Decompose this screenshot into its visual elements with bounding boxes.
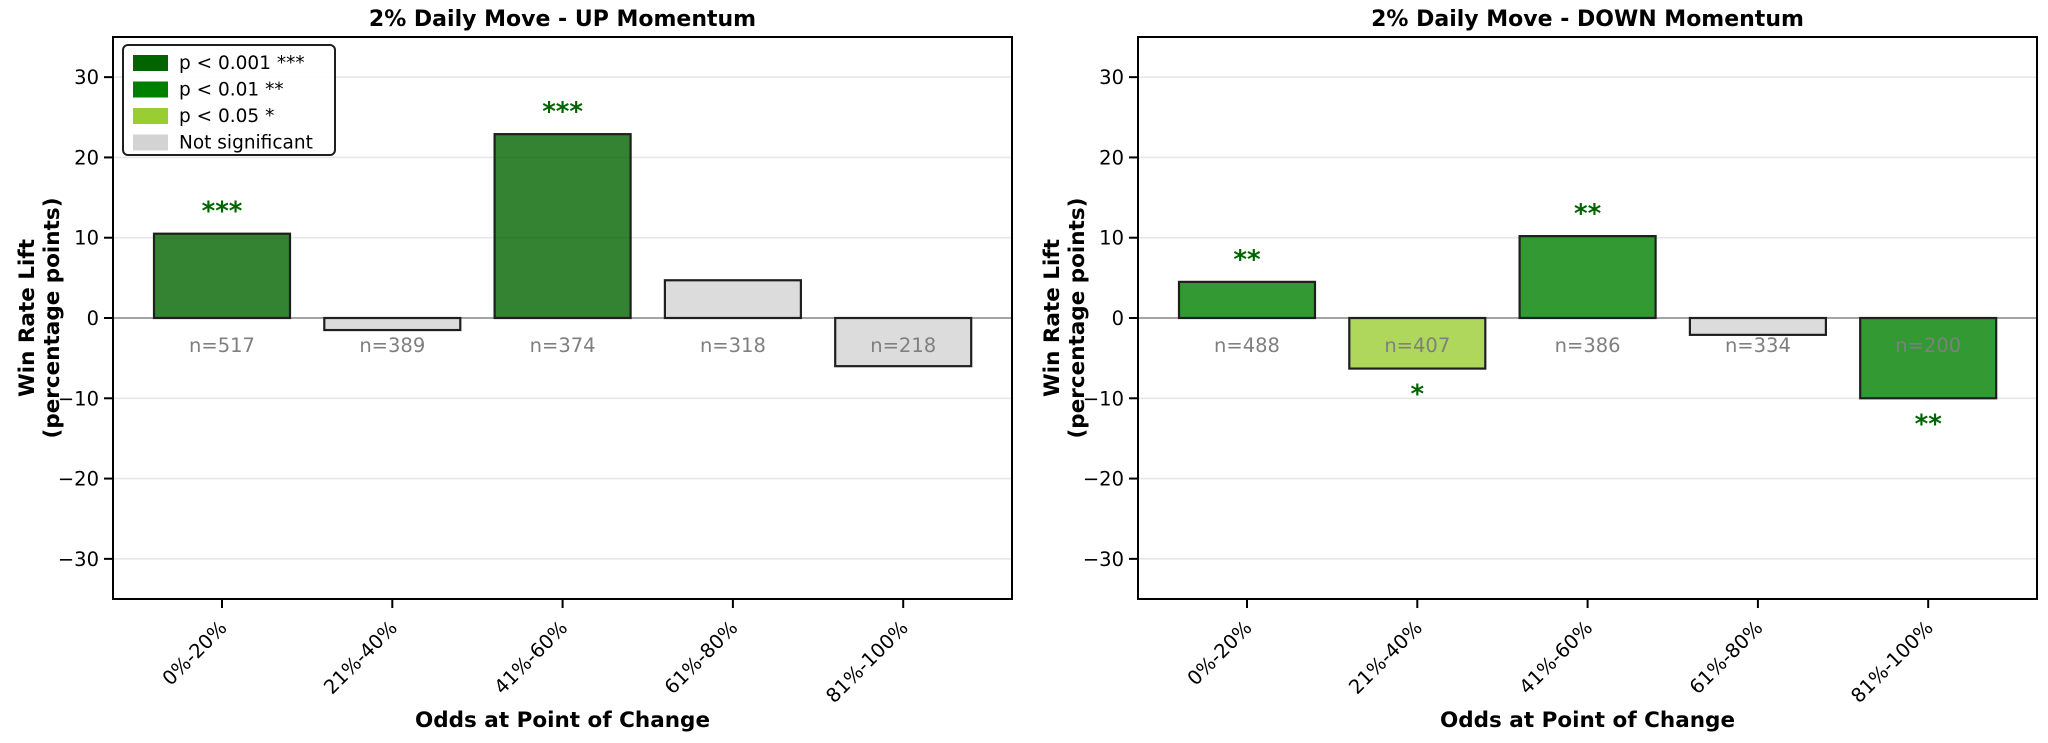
significance-stars: *	[1410, 380, 1424, 410]
significance-stars: **	[1574, 199, 1602, 229]
sample-size-label: n=334	[1725, 334, 1791, 357]
x-tick-label: 61%-80%	[1685, 616, 1768, 699]
chart-title: 2% Daily Move - UP Momentum	[369, 7, 756, 32]
bar-61%-80%	[663, 279, 803, 320]
bar-41%-60%	[493, 133, 632, 320]
legend-item-label: p < 0.01 **	[179, 80, 284, 101]
x-tick-label: 61%-80%	[660, 616, 743, 699]
legend-swatch	[133, 81, 168, 98]
y-axis-label: Win Rate Lift	[15, 239, 40, 397]
sample-size-label: n=200	[1895, 334, 1961, 357]
legend-box	[122, 44, 336, 156]
panel-up-momentum: n=517 *** n=389 n=374 *** n=318 n=218 −30 −20 −10…	[15, 7, 1013, 733]
x-axis-label: Odds at Point of Change	[1440, 708, 1735, 733]
legend-item-label: p < 0.001 ***	[179, 53, 305, 74]
sample-size-label: n=517	[189, 334, 255, 357]
sample-size-label: n=488	[1214, 334, 1280, 357]
legend-swatch	[133, 55, 168, 71]
legend: p < 0.001 *** p < 0.01 ** p < 0.05 * Not si…	[122, 44, 336, 156]
y-tick-label: −10	[58, 387, 99, 410]
sample-size-label: n=374	[530, 334, 596, 357]
sample-size-label: n=318	[700, 334, 766, 357]
sample-size-label: n=218	[870, 334, 936, 357]
y-tick-label: 20	[1099, 146, 1124, 169]
legend-swatch	[133, 134, 168, 151]
x-tick-label: 81%-100%	[821, 616, 912, 707]
bar-0%-20%	[1177, 280, 1317, 320]
y-axis-label: (percentage points)	[40, 197, 65, 438]
y-tick-label: −20	[1083, 468, 1124, 491]
significance-stars: **	[1233, 245, 1261, 275]
legend-swatch	[133, 108, 168, 124]
bar-21%-40%	[323, 316, 462, 332]
bar-81%-100%	[1859, 316, 1998, 400]
x-tick-label: 81%-100%	[1846, 616, 1937, 707]
bar-41%-60%	[1518, 235, 1657, 320]
sample-size-label: n=389	[359, 334, 425, 357]
x-tick-label: 0%-20%	[1183, 616, 1257, 690]
y-tick-label: 10	[1099, 227, 1124, 250]
y-axis-label: (percentage points)	[1065, 197, 1090, 438]
chart-title: 2% Daily Move - DOWN Momentum	[1371, 7, 1804, 32]
x-tick-label: 41%-60%	[490, 616, 573, 699]
y-tick-label: −30	[58, 548, 99, 571]
x-tick-label: 21%-40%	[319, 616, 402, 699]
legend-item-label: Not significant	[179, 133, 313, 154]
bar-0%-20%	[152, 232, 292, 320]
x-tick-label: 21%-40%	[1344, 616, 1427, 699]
x-tick-label: 41%-60%	[1515, 616, 1598, 699]
bar-81%-100%	[834, 316, 973, 368]
y-tick-label: 20	[74, 146, 99, 169]
y-tick-label: 10	[74, 227, 99, 250]
sample-size-label: n=386	[1555, 334, 1621, 357]
x-axis-label: Odds at Point of Change	[415, 708, 710, 733]
y-tick-label: 0	[87, 307, 99, 330]
x-tick-label: 0%-20%	[158, 616, 232, 690]
legend-item-label: p < 0.05 *	[179, 106, 274, 127]
bar-21%-40%	[1348, 316, 1487, 370]
panel-down-momentum: n=488 ** n=407 * n=386 ** n=334 n=200 ** −30 −20 −1…	[1040, 7, 2038, 733]
y-tick-label: −30	[1083, 548, 1124, 571]
significance-stars: ***	[542, 97, 583, 127]
bar-61%-80%	[1688, 316, 1828, 336]
sample-size-label: n=407	[1384, 334, 1450, 357]
y-tick-label: −10	[1083, 387, 1124, 410]
y-tick-label: 0	[1112, 307, 1124, 330]
y-axis-label: Win Rate Lift	[1040, 239, 1065, 397]
y-tick-label: −20	[58, 468, 99, 491]
y-tick-label: 30	[74, 66, 99, 89]
significance-stars: ***	[202, 197, 243, 227]
y-tick-label: 30	[1099, 66, 1124, 89]
significance-stars: **	[1915, 409, 1943, 439]
